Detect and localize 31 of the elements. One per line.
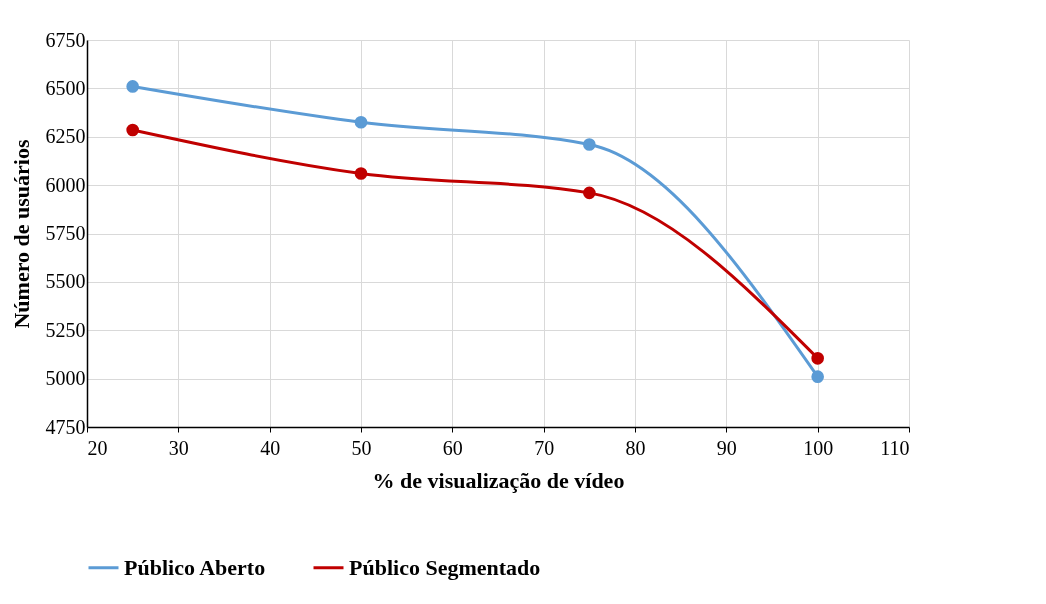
y-tick-label: 5000 <box>45 367 86 390</box>
x-tick-label: 70 <box>534 436 555 459</box>
y-tick-label: 5750 <box>45 222 86 244</box>
y-tick-label: 6250 <box>45 125 86 148</box>
legend-label: Público Aberto <box>124 554 266 580</box>
point <box>354 115 368 129</box>
y-tick-label: 4750 <box>45 415 86 438</box>
point <box>126 123 139 137</box>
x-tick-label: 60 <box>442 436 463 459</box>
point <box>583 138 596 151</box>
x-tick-label: 50 <box>351 436 372 459</box>
x-tick-label: 40 <box>260 436 281 459</box>
point <box>811 351 824 365</box>
point <box>811 370 824 383</box>
point <box>583 186 596 200</box>
y-tick-label: 6750 <box>45 28 86 51</box>
x-tick-label: 90 <box>716 436 737 459</box>
legend-label: Público Segmentado <box>349 554 541 580</box>
x-tick-label: 100 <box>803 436 834 459</box>
point <box>354 167 368 180</box>
x-tick-label: 110 <box>880 436 910 459</box>
x-tick-label: 80 <box>625 436 646 459</box>
y-axis-title: Número de usuários <box>8 139 34 329</box>
y-tick-label: 6500 <box>45 76 86 99</box>
x-tick-label: 30 <box>168 436 189 459</box>
x-axis-title: % de visualização de vídeo <box>372 467 625 493</box>
point <box>126 80 139 93</box>
x-tick-label: 20 <box>87 436 108 459</box>
y-tick-label: 6000 <box>45 173 86 196</box>
y-tick-label: 5250 <box>45 318 86 341</box>
y-tick-label: 5500 <box>45 270 86 293</box>
